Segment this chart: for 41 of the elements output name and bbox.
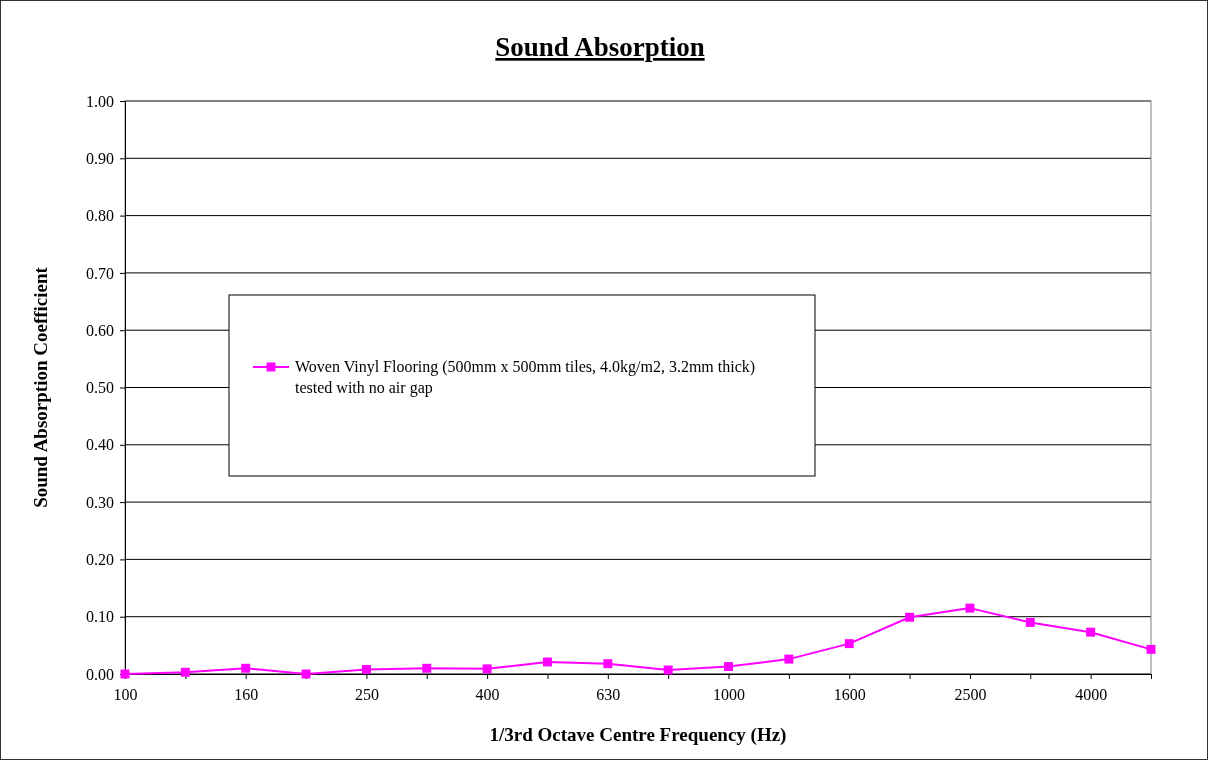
y-tick-label: 0.70: [86, 264, 114, 282]
point: [543, 657, 552, 667]
y-tick-label: 0.60: [86, 321, 114, 339]
point: [1086, 627, 1096, 637]
y-tick-label: 0.80: [86, 207, 114, 225]
y-axis-title: Sound Absorption Coefficient: [30, 266, 51, 508]
y-tick-label: 0.00: [86, 665, 114, 683]
x-tick-label: 100: [113, 685, 138, 703]
point: [1146, 644, 1156, 654]
point: [301, 669, 311, 679]
point: [482, 664, 492, 674]
y-tick-label: 0.50: [86, 379, 114, 397]
point: [724, 662, 733, 672]
x-tick-label: 250: [354, 685, 379, 703]
x-tick-label: 1600: [833, 685, 866, 703]
point: [422, 663, 432, 673]
point: [361, 664, 371, 674]
x-tick-label: 160: [234, 685, 259, 703]
point: [180, 667, 190, 677]
point: [603, 659, 613, 669]
point: [241, 663, 251, 673]
point: [1025, 617, 1035, 627]
x-axis-title: 1/3rd Octave Centre Frequency (Hz): [489, 724, 787, 746]
y-tick-label: 0.40: [86, 436, 114, 454]
x-tick-label: 1000: [713, 685, 746, 703]
y-tick-label: 0.90: [86, 149, 114, 167]
x-tick-label: 400: [475, 685, 500, 703]
y-tick-label: 0.20: [86, 551, 114, 569]
point: [663, 665, 673, 675]
point: [784, 654, 794, 664]
y-tick-label: 0.10: [86, 608, 114, 626]
chart-title: Sound Absorption: [495, 32, 705, 62]
y-tick-label: 0.30: [86, 493, 114, 511]
point: [905, 612, 915, 622]
y-tick-label: 1.00: [86, 92, 114, 110]
legend-label: Woven Vinyl Flooring (500mm x 500mm tiles, 4.0kg/m2, 3.2mm thick) tested with no air gap: [295, 358, 756, 397]
x-tick-label: 2500: [954, 685, 987, 703]
x-tick-label: 630: [596, 685, 621, 703]
point: [965, 603, 975, 613]
x-tick-label: 4000: [1075, 685, 1108, 703]
point: [844, 639, 854, 649]
